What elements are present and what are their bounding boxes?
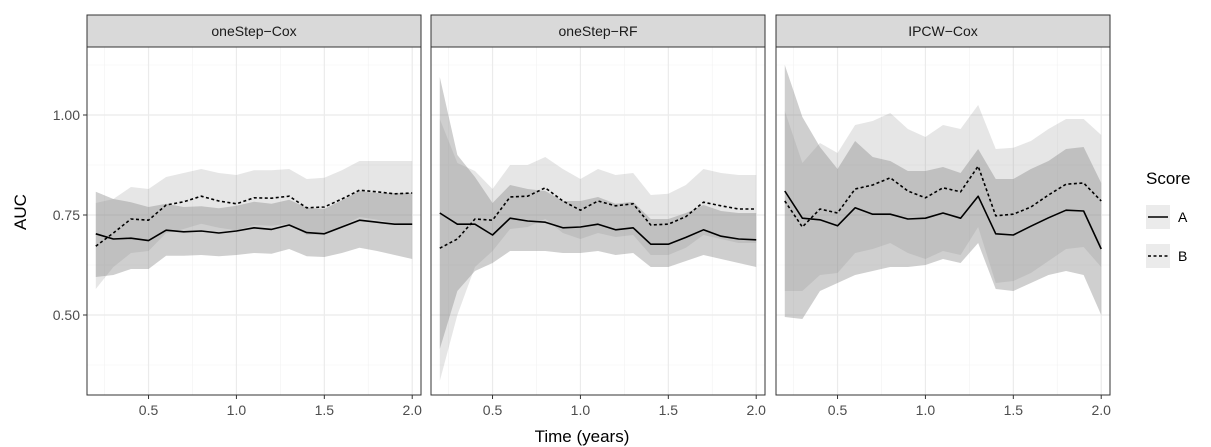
x-tick-label: 1.0: [916, 402, 936, 418]
panel-title: IPCW−Cox: [908, 23, 978, 39]
confidence-band-a: [439, 77, 757, 349]
panel-border: [86, 46, 422, 396]
y-tick-label: 1.00: [53, 107, 80, 123]
panel-background: [776, 47, 1110, 395]
x-tick-label: 0.5: [483, 402, 503, 418]
x-tick-label: 1.5: [1004, 402, 1024, 418]
series-line-a: [439, 212, 757, 245]
x-tick-label: 1.0: [571, 402, 591, 418]
confidence-band-b: [784, 105, 1102, 291]
x-tick-label: 2.0: [746, 402, 766, 418]
x-tick-label: 0.5: [828, 402, 848, 418]
panel-title: oneStep−Cox: [211, 23, 296, 39]
panel-1: oneStep−Cox 0.5 1.0 1.5 2.0 0.50 0.75 1.00: [53, 14, 422, 418]
series-line-a: [95, 219, 413, 242]
panel-background: [431, 47, 765, 395]
confidence-band-a: [784, 65, 1102, 319]
confidence-band-b: [95, 161, 413, 289]
series-line-b: [439, 187, 757, 249]
panel-2: oneStep−RF 0.5 1.0 1.5 2.0: [430, 14, 766, 418]
confidence-band-a: [95, 191, 413, 277]
confidence-band-b: [439, 119, 757, 381]
y-tick-label: 0.50: [53, 307, 80, 323]
panel-title: oneStep−RF: [559, 23, 638, 39]
legend: Score A B: [1146, 169, 1190, 268]
legend-label-b: B: [1178, 248, 1187, 264]
y-tick-label: 0.75: [53, 207, 80, 223]
x-axis-title: Time (years): [535, 427, 630, 446]
panel-border: [430, 46, 766, 396]
x-tick-label: 2.0: [402, 402, 422, 418]
panel-3: IPCW−Cox 0.5 1.0 1.5 2.0: [775, 14, 1111, 418]
x-tick-label: 0.5: [139, 402, 159, 418]
legend-title: Score: [1146, 169, 1190, 188]
x-tick-label: 1.5: [659, 402, 679, 418]
panel-strip: [775, 14, 1111, 48]
series-line-a: [784, 190, 1102, 250]
x-tick-label: 1.5: [315, 402, 335, 418]
series-line-b: [95, 189, 413, 247]
panel-strip: [86, 14, 422, 48]
x-tick-label: 1.0: [227, 402, 247, 418]
y-axis-title: AUC: [11, 194, 30, 230]
legend-label-a: A: [1178, 209, 1188, 225]
panel-border: [775, 46, 1111, 396]
x-tick-label: 2.0: [1091, 402, 1111, 418]
